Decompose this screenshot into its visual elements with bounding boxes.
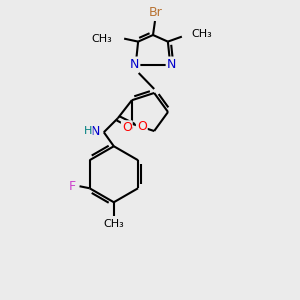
Text: H: H bbox=[83, 126, 92, 136]
Text: F: F bbox=[69, 180, 76, 193]
Text: N: N bbox=[167, 58, 176, 70]
Text: N: N bbox=[90, 125, 100, 138]
Text: CH₃: CH₃ bbox=[92, 34, 112, 44]
Text: Br: Br bbox=[149, 7, 163, 20]
Text: CH₃: CH₃ bbox=[192, 28, 213, 39]
Text: CH₃: CH₃ bbox=[103, 219, 124, 229]
Text: N: N bbox=[130, 58, 140, 70]
Text: O: O bbox=[137, 120, 147, 133]
Text: O: O bbox=[122, 121, 132, 134]
